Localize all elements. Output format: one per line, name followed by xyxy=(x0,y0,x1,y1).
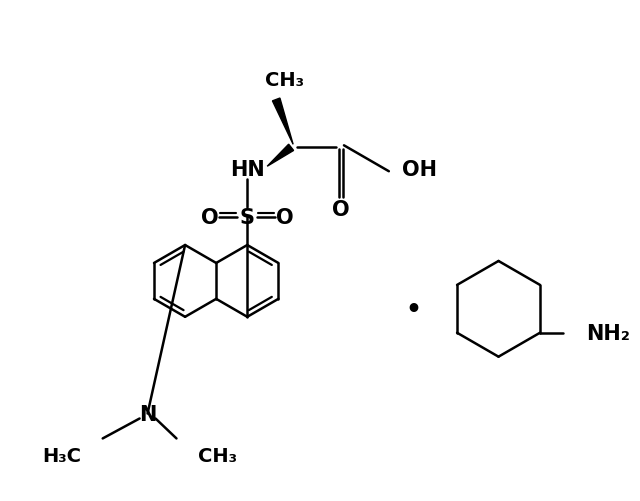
Text: N: N xyxy=(139,404,156,424)
Text: O: O xyxy=(276,208,294,227)
Polygon shape xyxy=(268,145,294,167)
Text: NH₂: NH₂ xyxy=(586,323,630,343)
Text: H₃C: H₃C xyxy=(42,446,81,465)
Text: O: O xyxy=(200,208,218,227)
Text: S: S xyxy=(240,208,255,227)
Text: •: • xyxy=(406,297,422,321)
Text: CH₃: CH₃ xyxy=(198,446,237,465)
Text: OH: OH xyxy=(402,160,437,180)
Text: O: O xyxy=(332,200,350,219)
Polygon shape xyxy=(273,99,293,145)
Text: HN: HN xyxy=(230,160,264,180)
Text: CH₃: CH₃ xyxy=(265,71,303,90)
